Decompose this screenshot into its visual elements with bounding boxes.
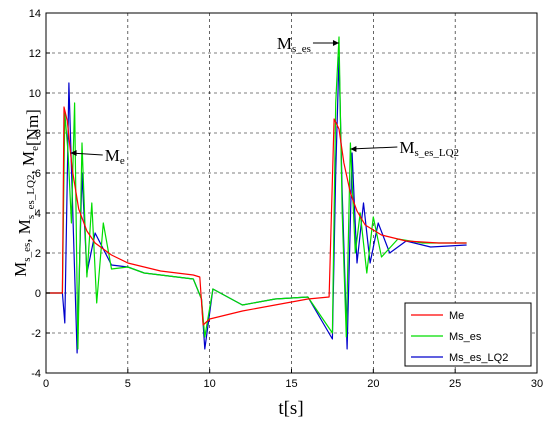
series-layer xyxy=(46,36,467,354)
y-tick-label: 4 xyxy=(35,208,41,220)
annotation-arrow xyxy=(312,40,339,46)
y-label-part: , M xyxy=(15,219,34,243)
annotation-label: Me xyxy=(105,146,125,167)
y-tick-label: 0 xyxy=(35,288,41,300)
annotations: Me Ms_es Ms_es_LQ2 xyxy=(70,34,459,167)
y-tick-label: 12 xyxy=(29,48,41,60)
legend-label: Me xyxy=(449,310,464,322)
x-tick-label: 25 xyxy=(449,378,461,390)
y-tick-label: -2 xyxy=(31,328,41,340)
y-label-part: , M xyxy=(19,151,38,175)
y-tick-label: -4 xyxy=(31,368,41,380)
y-label-subscript: s_es_LQ2 xyxy=(25,175,37,220)
x-tick-label: 10 xyxy=(204,378,216,390)
axis-ticks: 0 5 10 15 20 25 30 -4 -2 0 2 4 6 8 10 12 14 xyxy=(29,8,543,390)
x-tick-label: 30 xyxy=(531,378,543,390)
y-tick-label: 8 xyxy=(35,128,41,140)
annotation-arrow xyxy=(350,146,398,152)
y-tick-label: 14 xyxy=(29,8,41,20)
y-label-subscript: e xyxy=(29,146,41,151)
x-tick-label: 0 xyxy=(43,378,49,390)
y-label-subscript: s_es xyxy=(21,243,33,262)
y-label-part: M xyxy=(11,262,30,277)
annotation-label: Ms_es xyxy=(277,34,311,55)
x-tick-label: 20 xyxy=(367,378,379,390)
x-tick-label: 5 xyxy=(125,378,131,390)
y-tick-label: 2 xyxy=(35,248,41,260)
x-tick-label: 15 xyxy=(285,378,297,390)
y-axis-label: Ms_es, Ms_es_LQ2, Me[Nm] xyxy=(11,109,42,277)
legend: Me Ms_es Ms_es_LQ2 xyxy=(404,302,532,367)
legend-box xyxy=(404,302,532,367)
annotation-label: Ms_es_LQ2 xyxy=(399,138,459,159)
y-tick-label: 6 xyxy=(35,168,41,180)
y-tick-label: 10 xyxy=(29,88,41,100)
x-axis-label: t[s] xyxy=(278,398,303,419)
legend-label: Ms_es_LQ2 xyxy=(449,352,508,364)
annotation-arrow xyxy=(70,150,103,156)
legend-label: Ms_es xyxy=(449,331,482,343)
series-line-me xyxy=(46,106,467,326)
y-label-part: [Nm] xyxy=(23,109,42,146)
